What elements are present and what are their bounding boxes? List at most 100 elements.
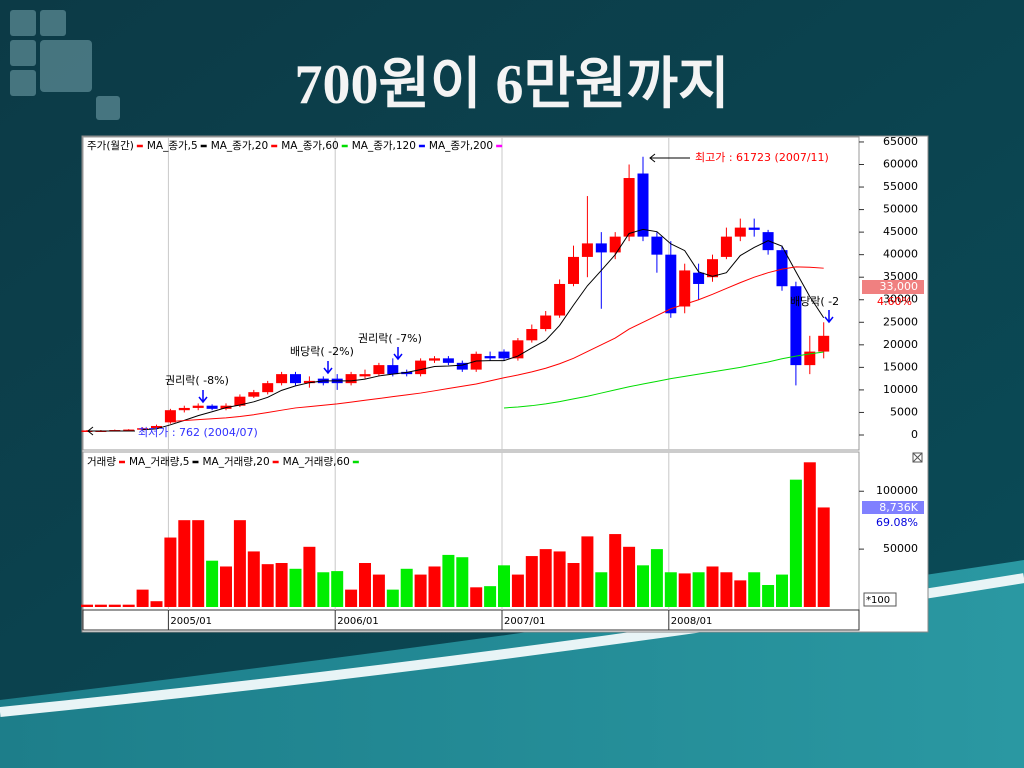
candle-body xyxy=(151,425,162,429)
ma-line xyxy=(170,266,824,422)
x-tick-label: 2005/01 xyxy=(170,616,212,627)
volume-bar xyxy=(525,556,538,607)
legend-label: MA_종가,5 xyxy=(147,140,198,152)
volume-bar xyxy=(511,574,524,607)
candle-body xyxy=(401,371,413,375)
candle-body xyxy=(568,256,579,284)
y-tick-label: 30000 xyxy=(883,293,918,306)
y-tick-label: 100000 xyxy=(876,484,918,497)
y-tick-label: 50000 xyxy=(883,203,918,216)
close-icon[interactable] xyxy=(912,452,923,463)
ma-line xyxy=(142,228,825,431)
candle-body xyxy=(373,365,385,375)
volume-bar xyxy=(789,479,802,607)
volume-bar xyxy=(345,589,358,607)
legend-label: MA_거래량,60 xyxy=(283,456,350,468)
volume-bar xyxy=(650,549,663,607)
candle-body xyxy=(456,362,468,370)
volume-bar xyxy=(386,589,399,607)
ma-line xyxy=(503,351,824,409)
volume-bar xyxy=(776,574,788,607)
candle-body xyxy=(679,270,691,307)
volume-bar xyxy=(150,601,163,607)
volume-bar xyxy=(803,462,816,607)
volume-bar xyxy=(331,571,344,607)
volume-bar xyxy=(456,557,469,607)
volume-bar xyxy=(442,554,455,607)
candle-body xyxy=(720,236,732,257)
chart-label: 주가(월간) xyxy=(87,140,134,152)
slide-title: 700원이 6만원까지 xyxy=(294,54,729,116)
volume-bar xyxy=(108,604,121,607)
annotation-arrow xyxy=(393,347,403,361)
y-tick-label: 35000 xyxy=(883,270,918,283)
y-tick-label: 50000 xyxy=(883,542,918,555)
candle-body xyxy=(345,374,357,384)
volume-bar xyxy=(94,604,107,607)
annotation: 배당락( -2%) xyxy=(290,345,354,358)
annotation: 최저가 : 762 (2004/07) xyxy=(138,426,258,439)
volume-bar xyxy=(664,572,677,607)
annotation-arrow xyxy=(87,426,135,436)
volume-bar xyxy=(484,586,497,607)
current-volume: 8,736K xyxy=(879,501,918,514)
candle-body xyxy=(262,383,274,393)
candle-body xyxy=(498,351,510,359)
legend-label: MA_거래량,5 xyxy=(129,456,190,468)
volume-bar xyxy=(136,589,149,607)
y-tick-label: 55000 xyxy=(883,180,918,193)
x-tick-label: 2008/01 xyxy=(671,616,713,627)
candle-body xyxy=(415,360,427,375)
candle-body xyxy=(734,227,746,237)
volume-bar xyxy=(414,574,427,607)
y-tick-label: 65000 xyxy=(883,135,918,148)
current-price: 33,000 xyxy=(880,280,919,293)
candle-body xyxy=(804,351,816,366)
volume-bar xyxy=(206,560,219,607)
candle-body xyxy=(554,283,566,316)
x-tick-label: 2006/01 xyxy=(337,616,379,627)
y-tick-label: 20000 xyxy=(883,338,918,351)
annotation-arrow xyxy=(198,390,208,404)
volume-bar xyxy=(762,584,775,607)
legend-label: MA_종가,200 xyxy=(429,140,493,152)
volume-bar xyxy=(567,563,580,607)
candle-body xyxy=(387,365,399,375)
volume-bar xyxy=(81,604,93,607)
y-tick-label: 10000 xyxy=(883,383,918,396)
annotation: 권리락( -8%) xyxy=(165,374,229,387)
close-icon-cross xyxy=(912,452,923,463)
candle-body xyxy=(429,358,440,361)
candle-body xyxy=(248,392,260,397)
volume-bar xyxy=(553,551,566,607)
candle-body xyxy=(623,178,635,237)
volume-bar xyxy=(247,551,260,607)
volume-bar xyxy=(261,564,274,607)
volume-bar xyxy=(303,546,316,607)
volume-bar xyxy=(692,572,705,607)
y-tick-label: 5000 xyxy=(890,405,918,418)
volume-bar xyxy=(470,587,483,607)
y-tick-label: 25000 xyxy=(883,315,918,328)
volume-bar xyxy=(178,520,191,607)
candle-body xyxy=(137,428,149,430)
annotation-arrow xyxy=(649,153,690,163)
candle-body xyxy=(595,243,607,253)
volume-bar xyxy=(706,566,719,607)
volume-bar xyxy=(372,574,385,607)
candle-body xyxy=(303,380,315,384)
y-tick-label: 0 xyxy=(911,428,918,441)
annotation-arrow xyxy=(323,361,333,375)
volume-unit: *100 xyxy=(866,595,890,606)
volume-bar xyxy=(428,566,441,607)
volume-bar xyxy=(289,568,302,607)
volume-bar xyxy=(192,520,205,607)
legend-label: MA_거래량,20 xyxy=(202,456,269,468)
annotation: 권리락( -7%) xyxy=(358,332,422,345)
candle-body xyxy=(540,315,552,330)
decoration xyxy=(10,10,120,120)
annotation: 배당락( -2 xyxy=(790,295,839,308)
volume-bar xyxy=(817,507,830,607)
candle-body xyxy=(665,254,677,314)
